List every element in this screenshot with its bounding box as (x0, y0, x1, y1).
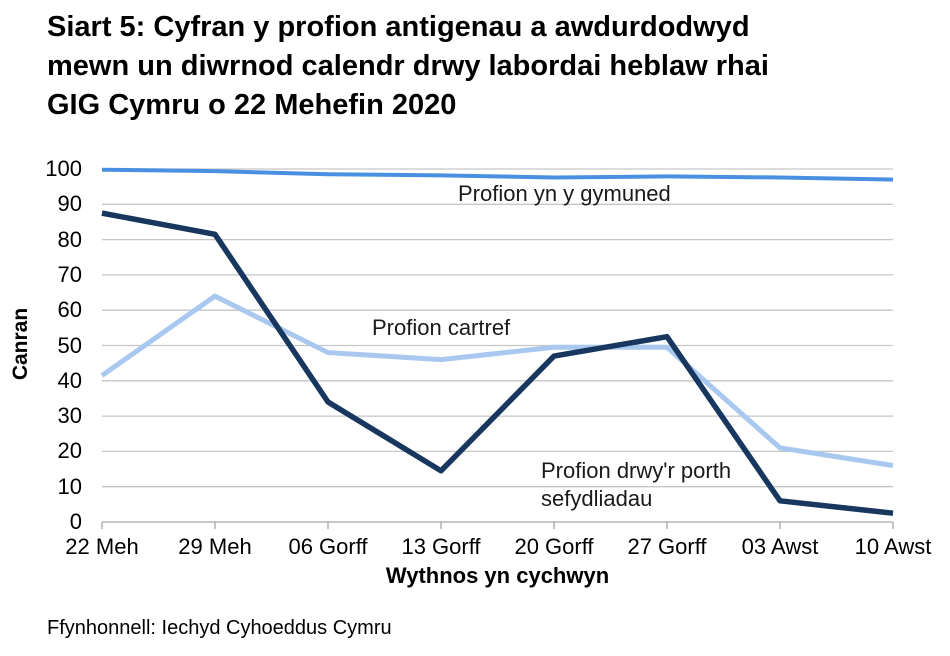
series-line (101, 210, 894, 516)
y-tick-label: 0 (69, 509, 82, 534)
y-tick-label: 50 (57, 332, 82, 358)
x-tick-label: 20 Gorff (514, 534, 594, 559)
series-label: Profion drwy'r porth sefydliadau (541, 458, 732, 511)
series-label: Profion yn y gymuned (458, 181, 671, 206)
x-tick-label: 03 Awst (741, 534, 819, 559)
x-tick-label: 29 Meh (178, 534, 252, 559)
y-tick-label: 10 (57, 473, 82, 499)
x-tick-label: 13 Gorff (401, 534, 481, 559)
y-axis-title: Canran (9, 307, 32, 381)
x-axis-title: Wythnos yn cychwyn (385, 563, 610, 588)
series-line (101, 167, 894, 182)
y-tick-label: 30 (57, 403, 82, 429)
series-label: Profion cartref (372, 315, 511, 340)
y-tick-label: 40 (57, 367, 82, 393)
series-line (100, 293, 894, 468)
x-tick-label: 10 Awst (854, 534, 932, 559)
source-note: Ffynhonnell: Iechyd Cyhoeddus Cymru (47, 617, 392, 639)
y-tick-label: 80 (57, 226, 82, 252)
chart-title: Siart 5: Cyfran y profion antigenau a aw… (47, 11, 769, 121)
x-tick-label: 06 Gorff (288, 534, 368, 559)
y-tick-label: 20 (57, 438, 82, 464)
y-tick-label: 100 (45, 156, 82, 181)
x-tick-label: 22 Meh (65, 534, 139, 559)
x-tick-label: 27 Gorff (627, 534, 707, 559)
y-tick-label: 60 (57, 297, 82, 323)
y-tick-label: 70 (57, 261, 82, 287)
y-tick-label: 90 (57, 191, 82, 217)
